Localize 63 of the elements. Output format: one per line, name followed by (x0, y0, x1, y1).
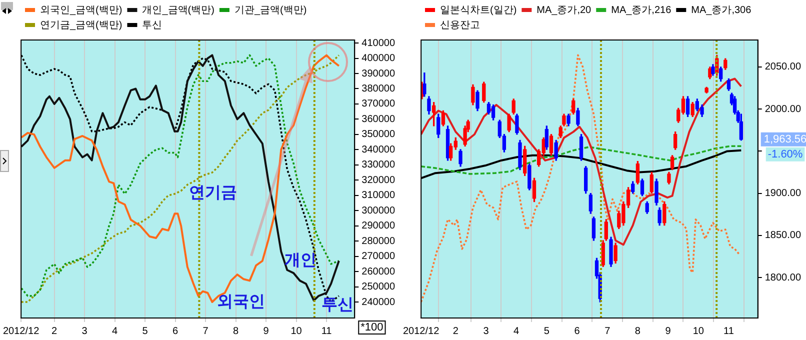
y-tick-label: 1800.00 (764, 272, 802, 284)
x-tick-label: 11 (724, 326, 734, 337)
legend-label: 연기금_금액(백만) (40, 20, 122, 31)
x-tick-label: 10 (692, 326, 704, 337)
legend-label: MA_종가,216 (611, 4, 672, 16)
legend-label: 기관_금액(백만) (234, 4, 307, 16)
text: *100 (360, 322, 384, 334)
y-tick-label: 280000 (362, 236, 396, 247)
y-tick-label: 400000 (362, 53, 396, 64)
annotation: 외국인 (216, 291, 265, 310)
x-tick-label: 4 (112, 326, 118, 337)
x-tick-label: 2 (452, 326, 459, 337)
y-tick-label: 290000 (362, 220, 396, 232)
x-tick-label: 6 (574, 326, 580, 337)
y-tick-label: 370000 (362, 98, 396, 110)
legend-label: MA_종가,306 (691, 4, 752, 16)
x-tick-label: 10 (290, 326, 302, 337)
x-tick-label: 7 (604, 326, 611, 337)
x-tick-label: 9 (263, 326, 270, 337)
annotation: 투신 (322, 294, 354, 314)
x-tick-label: 2 (52, 326, 58, 337)
x-tick-label: 2012/12 (2, 326, 40, 337)
y-tick-label: 380000 (362, 83, 396, 94)
legend-label: 투신 (142, 20, 162, 31)
x-tick-label: 5 (142, 326, 148, 337)
y-tick-label: 240000 (362, 296, 396, 308)
y-tick-label: 340000 (362, 144, 396, 156)
y-tick-label: 250000 (362, 282, 396, 293)
y-tick-label: 410000 (362, 38, 396, 49)
y-tick-label: 360000 (362, 114, 396, 125)
x-tick-label: 9 (665, 326, 672, 337)
x-tick-label: 7 (202, 326, 209, 337)
text: 1,963.56 (764, 133, 806, 146)
legend-label: 개인_금액(백만) (142, 4, 214, 16)
legend-label: MA_종가,20 (536, 4, 592, 16)
y-tick-label: 1900.00 (764, 188, 802, 200)
x-tick-label: 5 (544, 326, 550, 337)
legend-label: 외국인_금액(백만) (40, 4, 122, 16)
y-tick-label: 300000 (362, 205, 396, 216)
x-tick-label: 6 (172, 326, 179, 337)
line-series (421, 54, 741, 303)
x-tick-label: 2012/12 (402, 326, 440, 337)
y-tick-label: 2050.00 (764, 62, 802, 73)
y-tick-label: 260000 (362, 266, 396, 278)
legend-label: 일본식차트(일간) (440, 4, 517, 16)
x-tick-label: 3 (483, 326, 490, 337)
x-tick-label: 11 (321, 326, 332, 337)
y-tick-label: 2000.00 (764, 104, 802, 115)
annotation: 연기금 (188, 182, 237, 202)
text: -1.60% (768, 148, 803, 160)
y-tick-label: 330000 (362, 160, 396, 171)
x-tick-label: 4 (514, 326, 520, 337)
y-tick-label: 350000 (362, 129, 396, 140)
y-tick-label: 320000 (362, 174, 396, 186)
x-tick-label: 3 (82, 326, 88, 337)
y-tick-label: 390000 (362, 68, 396, 80)
annotation: 개인 (284, 250, 316, 269)
y-tick-label: 1850.00 (764, 230, 802, 242)
y-tick-label: 270000 (362, 251, 396, 262)
y-tick-label: 310000 (362, 190, 396, 202)
x-tick-label: 8 (233, 326, 240, 337)
x-tick-label: 8 (634, 326, 641, 337)
legend-label: 신용잔고 (440, 20, 480, 31)
